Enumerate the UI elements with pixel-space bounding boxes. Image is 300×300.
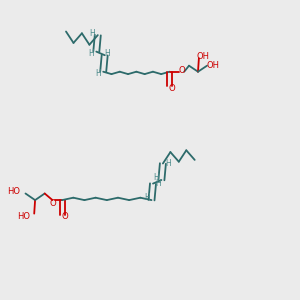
- Text: O: O: [61, 212, 68, 221]
- Text: HO: HO: [18, 212, 31, 221]
- Text: H: H: [165, 159, 171, 168]
- Text: H: H: [154, 172, 160, 182]
- Text: OH: OH: [196, 52, 209, 61]
- Text: H: H: [104, 49, 110, 58]
- Text: O: O: [178, 66, 185, 75]
- Text: H: H: [95, 69, 101, 78]
- Text: H: H: [89, 29, 95, 38]
- Text: H: H: [155, 179, 161, 188]
- Text: H: H: [88, 49, 94, 58]
- Text: O: O: [169, 84, 175, 93]
- Text: H: H: [144, 193, 150, 202]
- Text: HO: HO: [7, 188, 20, 196]
- Text: O: O: [49, 199, 56, 208]
- Text: OH: OH: [206, 61, 220, 70]
